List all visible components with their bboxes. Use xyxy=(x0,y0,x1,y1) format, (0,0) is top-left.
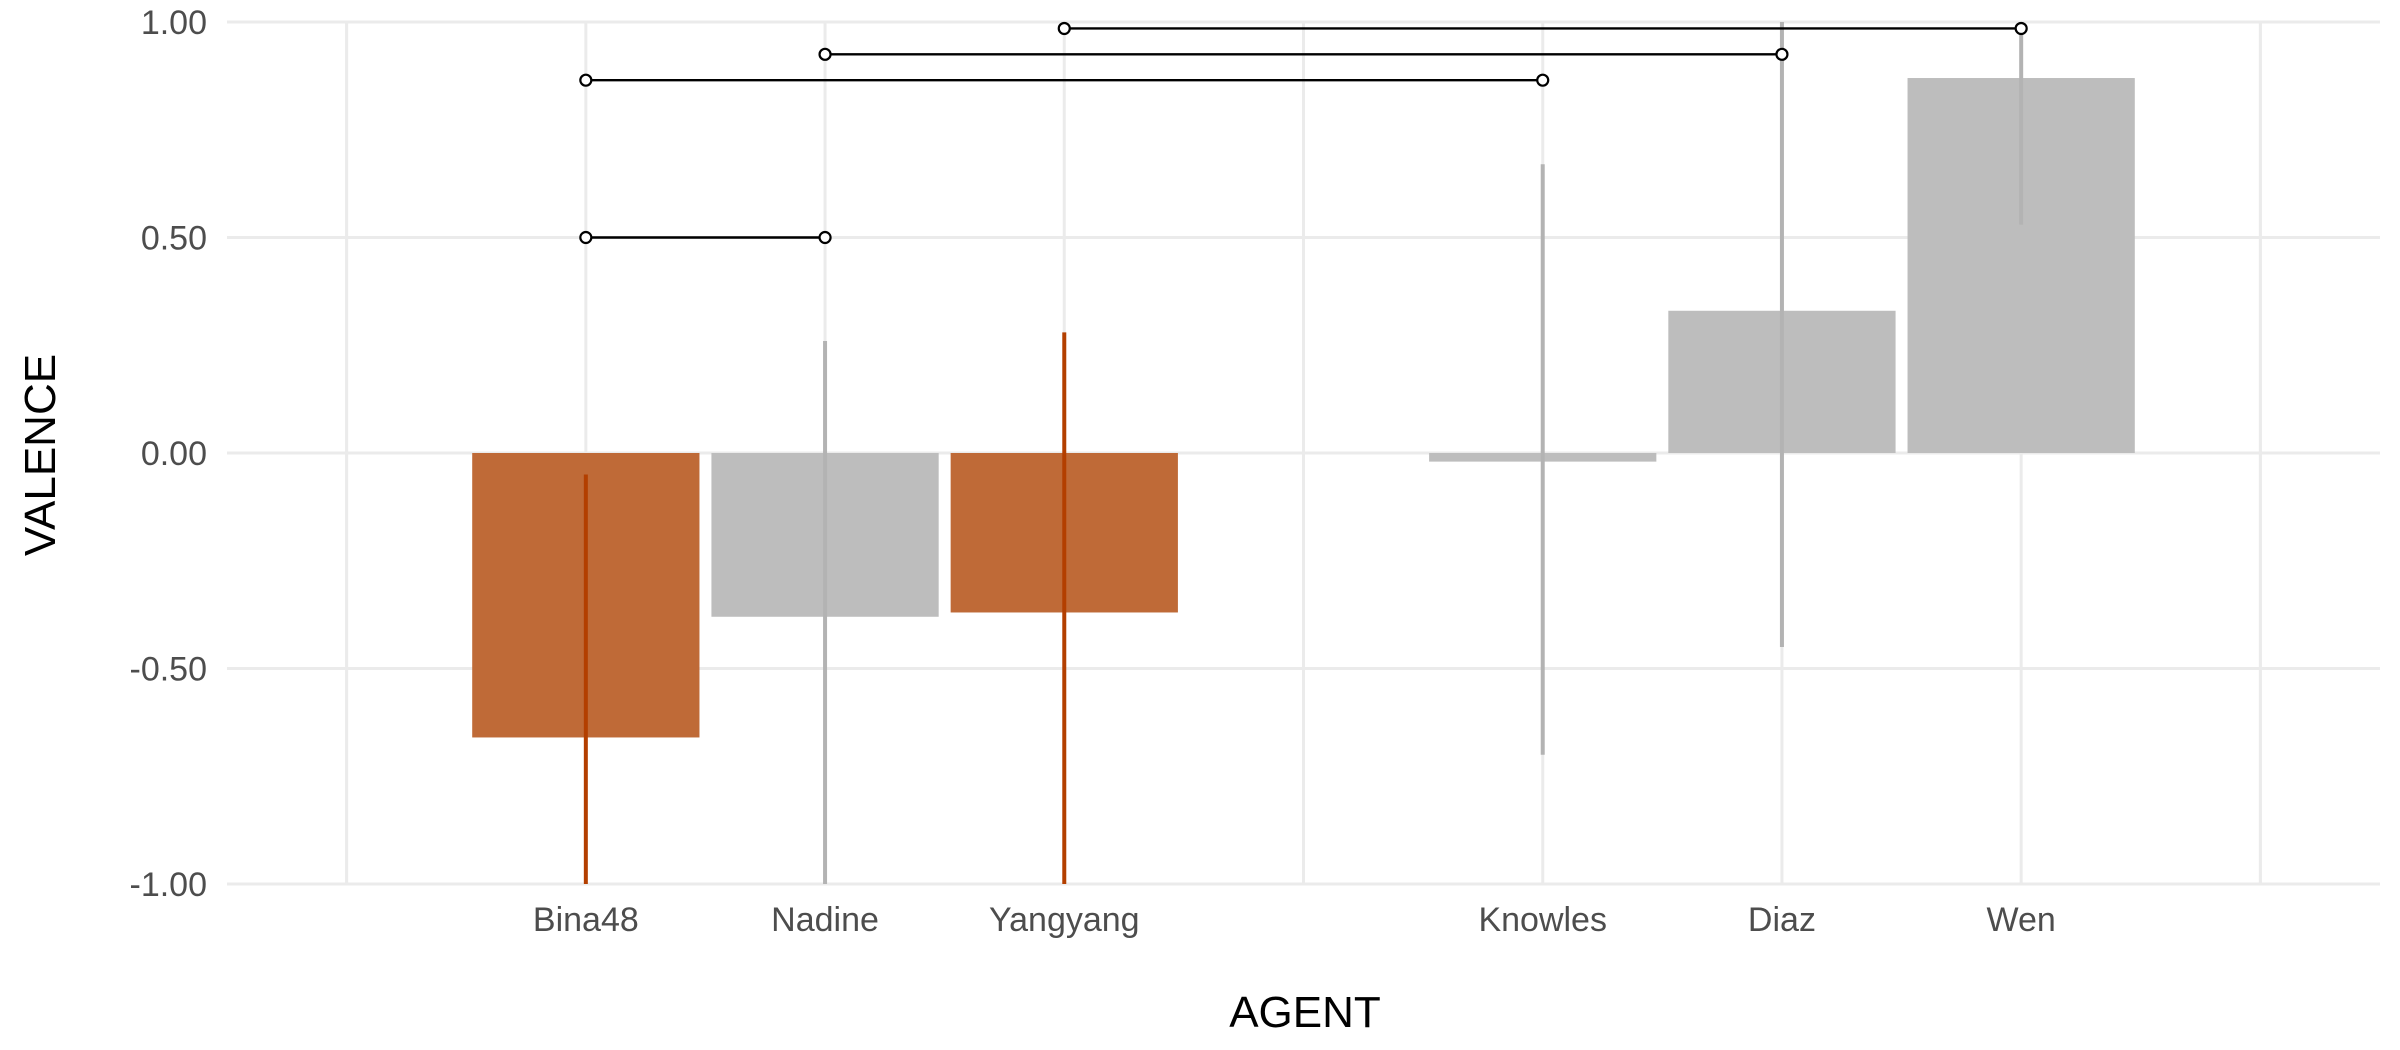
x-tick-label: Yangyang xyxy=(989,901,1140,939)
x-tick-label: Knowles xyxy=(1478,901,1607,939)
significance-brackets xyxy=(579,21,2028,245)
x-axis-title: AGENT xyxy=(1229,988,1381,1037)
y-tick-label: 0.00 xyxy=(141,435,207,473)
x-tick-label: Wen xyxy=(1987,901,2056,939)
x-tick-label: Nadine xyxy=(771,901,879,939)
y-axis-title: VALENCE xyxy=(16,354,65,556)
bracket-endpoint xyxy=(818,230,832,245)
bracket-endpoint xyxy=(818,47,832,61)
x-tick-label: Diaz xyxy=(1748,901,1816,939)
y-tick-label: -0.50 xyxy=(130,651,208,689)
y-tick-label: 0.50 xyxy=(141,220,207,258)
bracket-endpoint xyxy=(579,230,593,245)
y-tick-label: -1.00 xyxy=(130,866,208,904)
tick-labels: -1.00 -0.50 0.00 0.50 1.00 Bina48 Nadine Yangya… xyxy=(130,4,2056,939)
y-tick-label: 1.00 xyxy=(141,4,207,42)
bracket-endpoint xyxy=(1536,73,1550,87)
bracket-endpoint xyxy=(1057,21,1071,36)
bracket-endpoint xyxy=(1775,47,1789,61)
bracket-endpoint xyxy=(2014,21,2028,36)
bracket-endpoint xyxy=(579,73,593,87)
x-tick-label: Bina48 xyxy=(533,901,639,939)
error-bars xyxy=(583,22,2024,884)
